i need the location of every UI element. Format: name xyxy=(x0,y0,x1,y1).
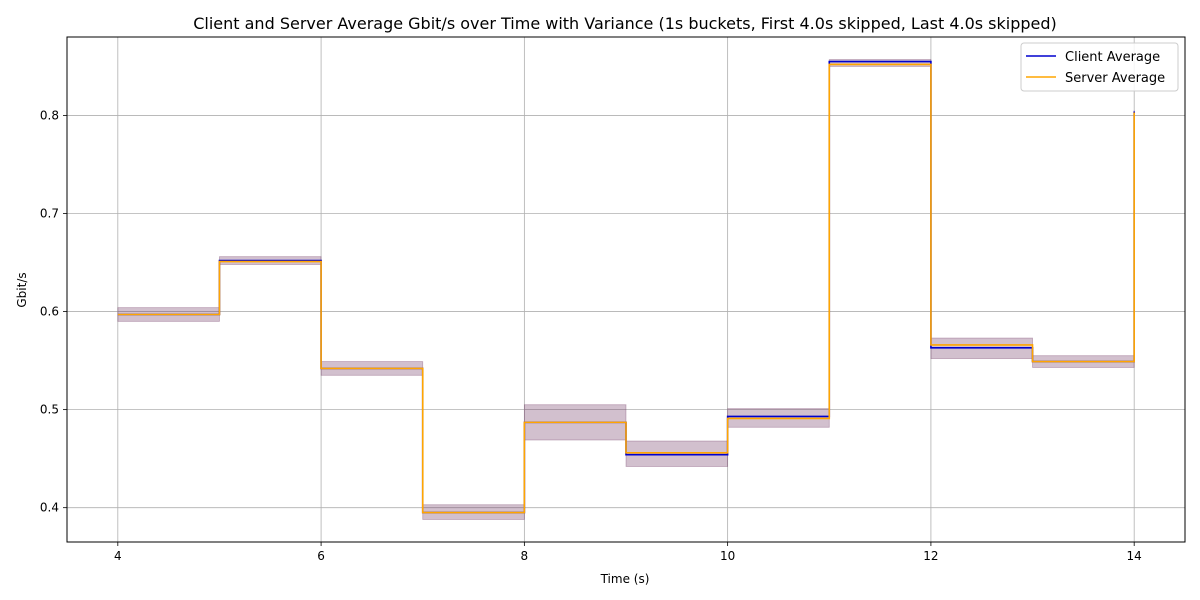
x-tick-label: 14 xyxy=(1127,549,1142,563)
variance-band xyxy=(828,59,932,67)
y-axis-label: Gbit/s xyxy=(15,272,29,307)
tick-layer: 4 6 8 10 12 14 0.4 0.5 0.6 0.7 0.8 xyxy=(40,108,1142,563)
y-tick-label: 0.6 xyxy=(40,305,59,319)
legend-box xyxy=(1020,42,1179,92)
legend-label: Client Average xyxy=(1065,50,1160,65)
legend-label: Server Average xyxy=(1065,71,1165,86)
chart-title: Client and Server Average Gbit/s over Ti… xyxy=(193,14,1057,33)
x-tick-label: 12 xyxy=(923,549,938,563)
legend: Client Average Server Average xyxy=(1020,42,1179,92)
variance-band xyxy=(625,440,729,467)
x-axis-label: Time (s) xyxy=(600,572,650,586)
y-tick-label: 0.8 xyxy=(40,108,59,122)
x-tick-label: 10 xyxy=(720,549,735,563)
plot-frame xyxy=(66,36,1186,543)
series-layer xyxy=(117,60,1135,514)
x-tick-label: 6 xyxy=(317,549,325,563)
y-tick-label: 0.4 xyxy=(40,501,59,515)
server-average-line xyxy=(117,63,1135,514)
x-tick-label: 4 xyxy=(114,549,122,563)
x-tick-label: 8 xyxy=(521,549,529,563)
y-tick-label: 0.5 xyxy=(40,403,59,417)
y-tick-label: 0.7 xyxy=(40,207,59,221)
